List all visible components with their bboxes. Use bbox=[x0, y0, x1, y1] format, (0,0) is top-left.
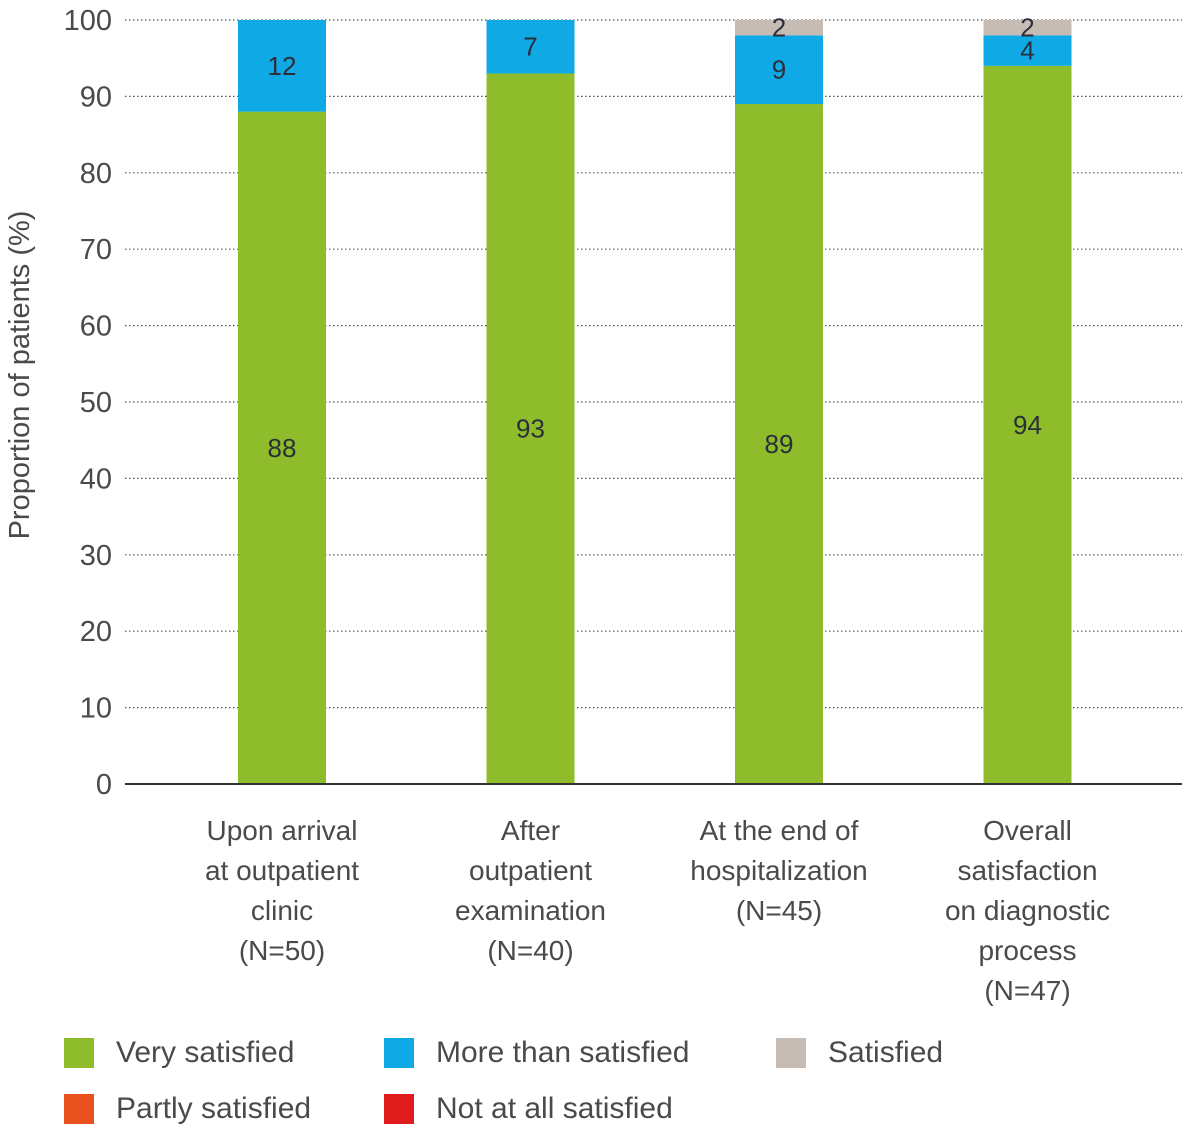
x-category-label-line: After bbox=[501, 815, 560, 846]
bar-segment-more-than-satisfied bbox=[486, 20, 575, 74]
x-category-label-line: clinic bbox=[251, 895, 313, 926]
x-axis-category-labels: Upon arrival at outpatient clinic (N=50) Aft… bbox=[205, 815, 1110, 1006]
y-tick-label: 60 bbox=[80, 311, 112, 343]
bar-segment-very-satisfied bbox=[735, 104, 823, 785]
x-category-label-line: at outpatient bbox=[205, 855, 359, 886]
legend-item-very-satisfied: Very satisfied bbox=[64, 1036, 294, 1070]
bar-segment-more-than-satisfied bbox=[238, 20, 326, 112]
y-tick-label: 40 bbox=[80, 463, 112, 495]
x-category-label-line: Overall bbox=[983, 815, 1072, 846]
x-category-label-line: (N=45) bbox=[736, 895, 822, 926]
data-label: 94 bbox=[1013, 410, 1042, 440]
bar-stack: 88 12 bbox=[238, 20, 326, 785]
data-label: 93 bbox=[516, 414, 545, 444]
legend-label: Very satisfied bbox=[116, 1036, 295, 1069]
x-category-label-line: process bbox=[978, 935, 1076, 966]
legend-label: Partly satisfied bbox=[116, 1092, 312, 1125]
y-tick-label: 80 bbox=[80, 158, 112, 190]
data-label: 9 bbox=[772, 55, 786, 85]
x-category-label-line: (N=50) bbox=[239, 935, 325, 966]
legend-label: Not at all satisfied bbox=[436, 1092, 673, 1125]
x-category-label-line: outpatient bbox=[469, 855, 592, 886]
data-label: 12 bbox=[268, 51, 297, 81]
x-category-label-line: on diagnostic bbox=[945, 895, 1110, 926]
x-category-label: At the end of hospitalization (N=45) bbox=[690, 815, 867, 926]
y-tick-label: 30 bbox=[80, 540, 112, 572]
x-category-label-line: (N=40) bbox=[487, 935, 573, 966]
x-category-label-line: satisfaction bbox=[957, 855, 1097, 886]
data-label: 2 bbox=[1020, 13, 1034, 43]
y-tick-label: 10 bbox=[80, 693, 112, 725]
x-category-label-line: examination bbox=[455, 895, 606, 926]
data-label: 2 bbox=[772, 13, 786, 43]
data-label: 4 bbox=[1020, 36, 1034, 66]
bar-stack: 94 42 bbox=[983, 13, 1072, 785]
y-axis-title: Proportion of patients (%) bbox=[4, 211, 36, 540]
bar-segment-satisfied bbox=[735, 20, 823, 36]
bar-segment-satisfied bbox=[983, 20, 1072, 36]
x-category-label: After outpatient examination (N=40) bbox=[455, 815, 606, 966]
legend-item-partly-satisfied: Partly satisfied bbox=[64, 1092, 311, 1126]
bar-segment-very-satisfied bbox=[238, 111, 326, 785]
legend-swatch bbox=[64, 1094, 94, 1124]
legend-label: More than satisfied bbox=[436, 1036, 690, 1069]
legend-swatch bbox=[64, 1038, 94, 1068]
data-label: 7 bbox=[523, 32, 537, 62]
bar-segment-very-satisfied bbox=[486, 73, 575, 785]
bar-segment-very-satisfied bbox=[983, 65, 1072, 785]
bar-stack: 89 9 2 bbox=[735, 13, 823, 785]
legend-item-not-at-all-satisfied: Not at all satisfied bbox=[384, 1092, 673, 1126]
legend-item-satisfied: Satisfied bbox=[776, 1036, 943, 1070]
x-category-label-line: hospitalization bbox=[690, 855, 867, 886]
legend-label: Satisfied bbox=[828, 1036, 944, 1069]
y-axis-ticks: 0 10 20 30 40 50 60 70 80 90 100 bbox=[64, 5, 112, 801]
x-category-label: Upon arrival at outpatient clinic (N=50) bbox=[205, 815, 359, 966]
y-tick-label: 20 bbox=[80, 616, 112, 648]
bar-segment-more-than-satisfied bbox=[983, 35, 1072, 66]
x-category-label-line: At the end of bbox=[700, 815, 859, 846]
legend-item-more-than-satisfied: More than satisfied bbox=[384, 1036, 689, 1070]
y-tick-label: 90 bbox=[80, 81, 112, 113]
y-tick-label: 70 bbox=[80, 234, 112, 266]
legend-swatch bbox=[384, 1038, 414, 1068]
x-category-label: Overall satisfaction on diagnostic process (… bbox=[945, 815, 1110, 1006]
y-tick-label: 50 bbox=[80, 387, 112, 419]
y-tick-label: 100 bbox=[64, 5, 112, 37]
legend-swatch bbox=[384, 1094, 414, 1124]
x-category-label-line: (N=47) bbox=[984, 975, 1070, 1006]
legend-swatch bbox=[776, 1038, 806, 1068]
bar-stack: 93 7 bbox=[486, 20, 575, 785]
x-category-label-line: Upon arrival bbox=[207, 815, 358, 846]
data-label: 88 bbox=[268, 433, 297, 463]
data-label: 89 bbox=[765, 429, 794, 459]
bar-segment-more-than-satisfied bbox=[735, 35, 823, 105]
y-tick-label: 0 bbox=[96, 769, 112, 801]
